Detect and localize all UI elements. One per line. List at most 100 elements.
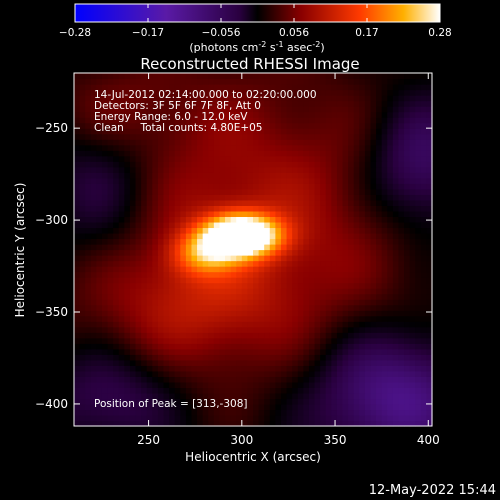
heatmap-cell	[325, 398, 332, 405]
heatmap-cell	[325, 243, 332, 251]
heatmap-cell	[191, 95, 198, 102]
heatmap-cell	[174, 210, 181, 218]
heatmap-cell	[342, 210, 349, 218]
heatmap-cell	[415, 73, 422, 80]
heatmap-cell	[348, 343, 355, 350]
heatmap-cell	[146, 89, 153, 96]
heatmap-cell	[213, 277, 221, 284]
heatmap-cell	[141, 144, 148, 151]
heatmap-cell	[90, 299, 97, 306]
heatmap-cell	[230, 161, 237, 168]
heatmap-cell	[157, 161, 165, 168]
heatmap-cell	[169, 277, 176, 284]
heatmap-cell	[141, 381, 148, 388]
heatmap-cell	[247, 84, 254, 91]
heatmap-cell	[213, 249, 221, 256]
heatmap-cell	[342, 332, 349, 339]
heatmap-cell	[129, 161, 137, 168]
heatmap-cell	[297, 403, 304, 411]
heatmap-cell	[420, 359, 427, 366]
heatmap-cell	[292, 133, 299, 140]
heatmap-cell	[197, 414, 204, 422]
heatmap-cell	[230, 348, 237, 355]
heatmap-cell	[174, 161, 181, 168]
heatmap-cell	[415, 100, 422, 107]
heatmap-cell	[152, 332, 159, 339]
heatmap-cell	[185, 354, 193, 361]
heatmap-cell	[163, 260, 170, 267]
heatmap-cell	[392, 95, 400, 102]
heatmap-cell	[169, 216, 176, 223]
heatmap-cell	[185, 277, 193, 284]
heatmap-cell	[292, 321, 299, 328]
heatmap-cell	[387, 106, 394, 113]
heatmap-cell	[376, 343, 383, 350]
heatmap-cell	[74, 409, 81, 416]
heatmap-cell	[404, 183, 411, 190]
heatmap-cell	[113, 359, 120, 366]
heatmap-cell	[409, 172, 416, 179]
heatmap-cell	[107, 420, 114, 427]
heatmap-cell	[90, 354, 97, 361]
heatmap-cell	[381, 199, 388, 206]
heatmap-cell	[325, 150, 332, 157]
heatmap-cell	[107, 199, 114, 206]
heatmap-cell	[174, 370, 181, 377]
heatmap-cell	[364, 144, 372, 151]
heatmap-cell	[241, 84, 248, 91]
heatmap-cell	[404, 122, 411, 129]
heatmap-cell	[376, 282, 383, 289]
heatmap-cell	[135, 332, 142, 339]
heatmap-cell	[113, 321, 120, 328]
heatmap-cell	[213, 403, 221, 411]
heatmap-cell	[348, 227, 355, 234]
y-tick-label: −400	[35, 397, 68, 411]
heatmap-cell	[96, 216, 103, 223]
heatmap-cell	[325, 326, 332, 333]
heatmap-cell	[85, 282, 92, 289]
heatmap-cell	[213, 420, 221, 427]
heatmap-cell	[185, 84, 193, 91]
heatmap-cell	[135, 139, 142, 146]
heatmap-cell	[236, 188, 243, 195]
heatmap-cell	[264, 89, 271, 96]
heatmap-cell	[370, 243, 377, 251]
heatmap-cell	[213, 194, 221, 201]
heatmap-cell	[118, 381, 125, 388]
heatmap-cell	[225, 299, 232, 306]
heatmap-cell	[90, 277, 97, 284]
heatmap-cell	[286, 166, 293, 173]
heatmap-cell	[236, 260, 243, 267]
heatmap-cell	[264, 161, 271, 168]
heatmap-cell	[230, 271, 237, 278]
heatmap-cell	[107, 155, 114, 162]
heatmap-cell	[398, 409, 405, 416]
heatmap-cell	[197, 299, 204, 306]
heatmap-cell	[258, 221, 265, 229]
heatmap-cell	[141, 266, 148, 273]
heatmap-cell	[141, 205, 148, 212]
heatmap-cell	[381, 260, 388, 267]
heatmap-cell	[157, 89, 165, 96]
heatmap-cell	[376, 133, 383, 140]
heatmap-cell	[409, 321, 416, 328]
heatmap-cell	[141, 365, 148, 372]
heatmap-cell	[85, 106, 92, 113]
heatmap-cell	[247, 210, 254, 218]
heatmap-cell	[152, 205, 159, 212]
heatmap-cell	[392, 122, 400, 129]
heatmap-cell	[415, 359, 422, 366]
heatmap-cell	[314, 420, 321, 427]
heatmap-cell	[208, 227, 215, 234]
heatmap-cell	[320, 183, 327, 190]
heatmap-cell	[96, 194, 103, 201]
heatmap-cell	[85, 95, 92, 102]
heatmap-cell	[225, 354, 232, 361]
heatmap-cell	[275, 243, 282, 251]
heatmap-cell	[331, 150, 338, 157]
heatmap-cell	[381, 128, 388, 135]
heatmap-cell	[325, 332, 332, 339]
heatmap-cell	[359, 177, 366, 184]
heatmap-cell	[113, 183, 120, 190]
heatmap-cell	[404, 117, 411, 124]
